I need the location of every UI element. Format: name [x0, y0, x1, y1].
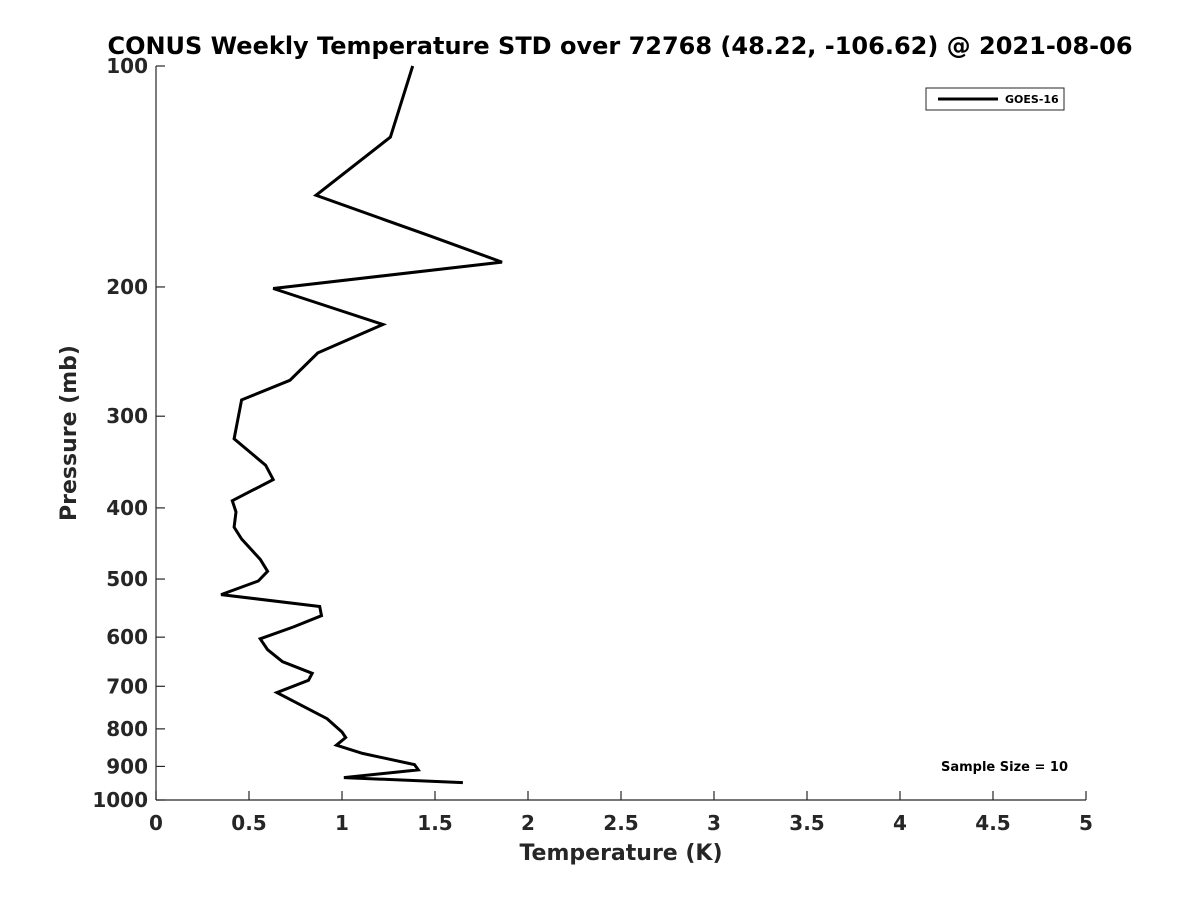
- x-tick-label: 5: [1079, 811, 1093, 835]
- sample-size-annotation: Sample Size = 10: [941, 760, 1068, 775]
- y-tick-label: 500: [106, 567, 148, 591]
- x-tick-label: 2: [521, 811, 535, 835]
- y-tick-label: 400: [106, 496, 148, 520]
- y-tick-label: 100: [106, 54, 148, 78]
- plot-area: [155, 66, 1086, 801]
- y-tick-label: 1000: [92, 788, 148, 812]
- series-points: [221, 66, 502, 783]
- x-tick-label: 0: [149, 811, 163, 835]
- x-axis-label: Temperature (K): [519, 841, 722, 866]
- x-tick-label: 2.5: [603, 811, 638, 835]
- chart-title: CONUS Weekly Temperature STD over 72768 …: [107, 32, 1132, 60]
- y-tick-label: 200: [106, 275, 148, 299]
- y-tick-label: 900: [106, 754, 148, 778]
- x-tick-label: 4.5: [975, 811, 1010, 835]
- x-tick-label: 3.5: [789, 811, 824, 835]
- y-tick-label: 600: [106, 625, 148, 649]
- x-tick-label: 0.5: [231, 811, 266, 835]
- y-tick-label: 700: [106, 674, 148, 698]
- y-tick-label: 800: [106, 717, 148, 741]
- series-line-goes-16: [220, 65, 503, 785]
- y-axis-label: Pressure (mb): [57, 345, 82, 521]
- x-axis-ticks: 0 0.5 1 1.5 2 2.5 3 3.5 4 4.5 5: [149, 791, 1093, 835]
- y-axis-ticks: 100 200 300 400 500 600 700 800 900 1000: [92, 54, 165, 812]
- y-tick-label: 300: [106, 404, 148, 428]
- legend-entry: GOES-16: [1005, 93, 1059, 106]
- x-tick-label: 1: [335, 811, 349, 835]
- x-tick-label: 1.5: [417, 811, 452, 835]
- legend: GOES-16: [925, 87, 1065, 111]
- x-tick-label: 3: [707, 811, 721, 835]
- x-tick-label: 4: [893, 811, 907, 835]
